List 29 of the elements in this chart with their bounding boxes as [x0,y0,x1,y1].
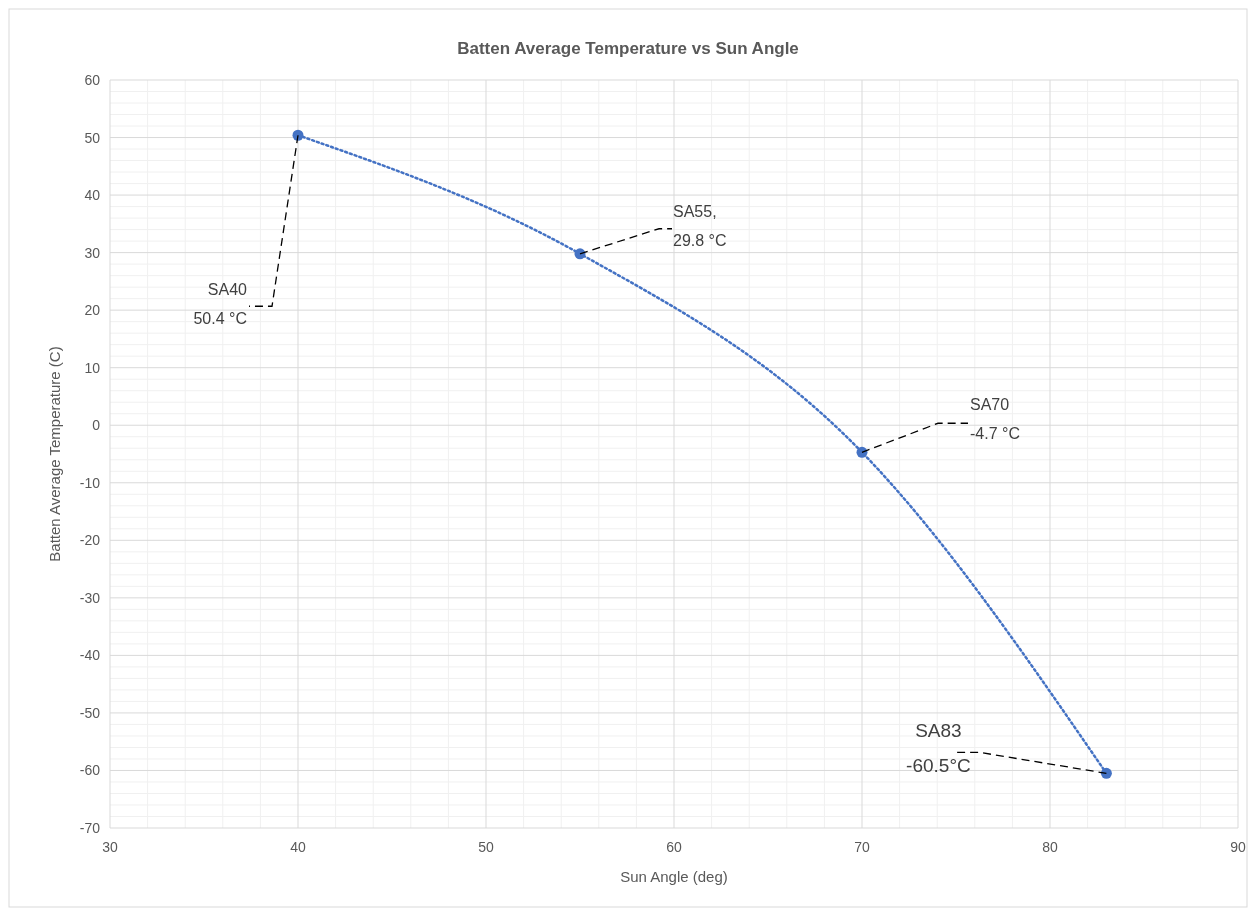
point [1100,767,1112,779]
x-axis-title: Sun Angle (deg) [620,868,728,885]
annotation: SA83 -60.5°C [906,720,971,776]
y-tick-label: 0 [92,417,101,434]
y-tick-label: -70 [79,820,101,836]
chart-title: Batten Average Temperature vs Sun Angle [457,39,799,58]
x-tick-label: 70 [854,839,870,855]
y-tick-label: -50 [79,704,101,721]
y-tick-label: -20 [79,532,101,549]
y-tick-label: -60 [79,762,101,779]
y-tick-label: -10 [79,474,101,491]
annotation: SA40 50.4 °C [193,281,248,328]
x-tick-label: 60 [666,839,682,855]
x-tick-label: 40 [290,839,306,855]
y-axis-title: Batten Average Temperature (C) [46,346,63,562]
y-tick-label: 50 [84,129,101,146]
annotation: SA55, 29.8 °C [673,202,727,249]
y-tick-label: 30 [84,244,101,261]
y-tick-label: -30 [79,589,101,606]
y-tick-label: -40 [79,647,101,664]
x-tick-label: 90 [1230,839,1246,855]
x-tick-label: 30 [102,839,118,855]
x-tick-label: 80 [1042,839,1058,855]
y-tick-label: 20 [84,302,101,319]
x-tick-label: 50 [478,839,494,855]
y-tick-label: 40 [84,187,101,204]
y-tick-label: 60 [84,72,101,88]
annotation: SA70 -4.7 °C [970,396,1020,443]
y-tick-label: 10 [84,359,101,376]
